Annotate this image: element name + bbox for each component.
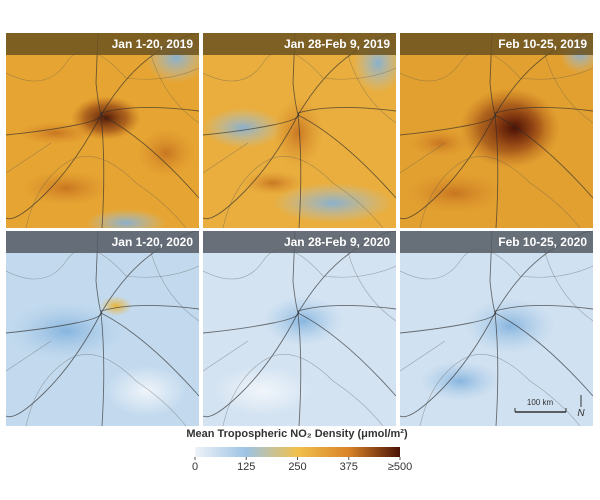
- color-bar: [195, 447, 400, 457]
- map-panel: Feb 10-25, 2019: [400, 33, 593, 228]
- map-panel: Jan 1-20, 2019: [6, 33, 199, 228]
- legend-ticks: 0 125 250 375 ≥500: [192, 457, 412, 473]
- panel-label: Jan 1-20, 2019: [112, 37, 194, 51]
- map-panel: Jan 28-Feb 9, 2019: [203, 33, 396, 228]
- tick-label: ≥500: [388, 461, 412, 473]
- panel-label: Feb 10-25, 2020: [498, 235, 587, 249]
- tick-label: 250: [288, 461, 306, 473]
- scale-bar-label: 100 km: [527, 398, 554, 407]
- map-panel: Jan 28-Feb 9, 2020: [203, 231, 396, 426]
- legend-title: Mean Tropospheric NO₂ Density (μmol/m²): [186, 428, 408, 440]
- north-arrow: N: [577, 408, 585, 419]
- tick-label: 0: [192, 461, 198, 473]
- tick-label: 125: [237, 461, 255, 473]
- panel-label: Feb 10-25, 2019: [498, 37, 587, 51]
- map-panel: Jan 1-20, 2020: [6, 231, 199, 426]
- panel-label: Jan 28-Feb 9, 2020: [284, 235, 390, 249]
- panel-label: Jan 28-Feb 9, 2019: [284, 37, 390, 51]
- tick-label: 375: [340, 461, 358, 473]
- panel-label: Jan 1-20, 2020: [112, 235, 194, 249]
- map-panel: Feb 10-25, 2020 100 km N: [400, 231, 593, 426]
